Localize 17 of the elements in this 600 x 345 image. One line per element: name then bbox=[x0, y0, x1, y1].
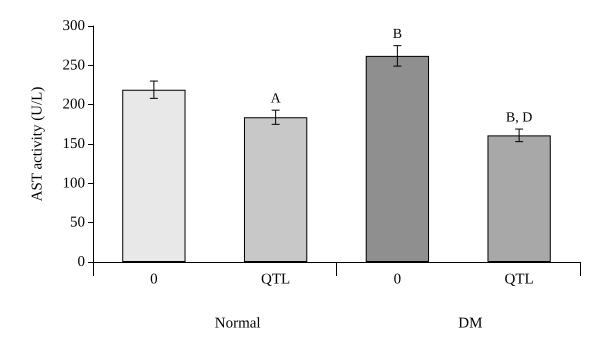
data-label: B, D bbox=[506, 110, 532, 126]
y-tick-label: 200 bbox=[62, 96, 85, 113]
y-tick-label: 250 bbox=[62, 57, 85, 74]
y-tick-label: 100 bbox=[62, 175, 85, 192]
x-tick-label: QTL bbox=[504, 272, 534, 288]
y-tick-label: 0 bbox=[78, 254, 85, 270]
x-tick-label: 0 bbox=[150, 272, 158, 288]
x-tick-label: 0 bbox=[394, 272, 402, 288]
y-tick-label: 50 bbox=[70, 214, 85, 231]
text: Normal bbox=[214, 316, 261, 332]
data-label: A bbox=[270, 92, 282, 107]
y-tick-label: 150 bbox=[62, 136, 85, 152]
x-tick-label: QTL bbox=[261, 272, 290, 288]
data-label: B bbox=[392, 27, 402, 42]
y-tick-label: 300 bbox=[62, 18, 85, 34]
text: DM bbox=[458, 316, 482, 332]
y-axis-title: AST activity (U/L) bbox=[30, 86, 46, 202]
